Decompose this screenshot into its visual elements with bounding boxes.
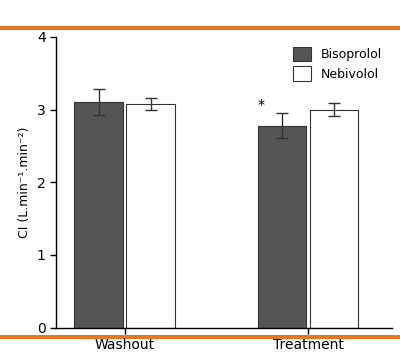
Text: *: * (257, 98, 264, 112)
Y-axis label: CI (L.min⁻¹.min⁻²): CI (L.min⁻¹.min⁻²) (18, 127, 31, 238)
Bar (126, 104, 175, 328)
Bar (310, 110, 358, 328)
Bar (74, 102, 123, 328)
Bar (258, 126, 306, 328)
Text: Source: Clin Drug Invest © 2002 Adis International Limited: Source: Clin Drug Invest © 2002 Adis Int… (50, 346, 350, 355)
Legend: Bisoprolol, Nebivolol: Bisoprolol, Nebivolol (290, 43, 386, 85)
Text: www.medscape.com: www.medscape.com (128, 5, 256, 18)
Text: Medscape®: Medscape® (12, 5, 95, 18)
